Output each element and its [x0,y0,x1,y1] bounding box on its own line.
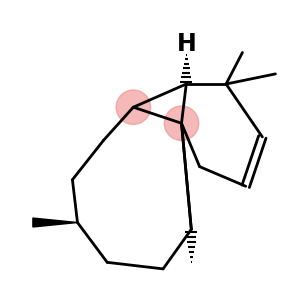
Polygon shape [33,218,77,227]
Text: H: H [176,32,196,56]
Circle shape [116,90,151,124]
Circle shape [164,106,199,140]
